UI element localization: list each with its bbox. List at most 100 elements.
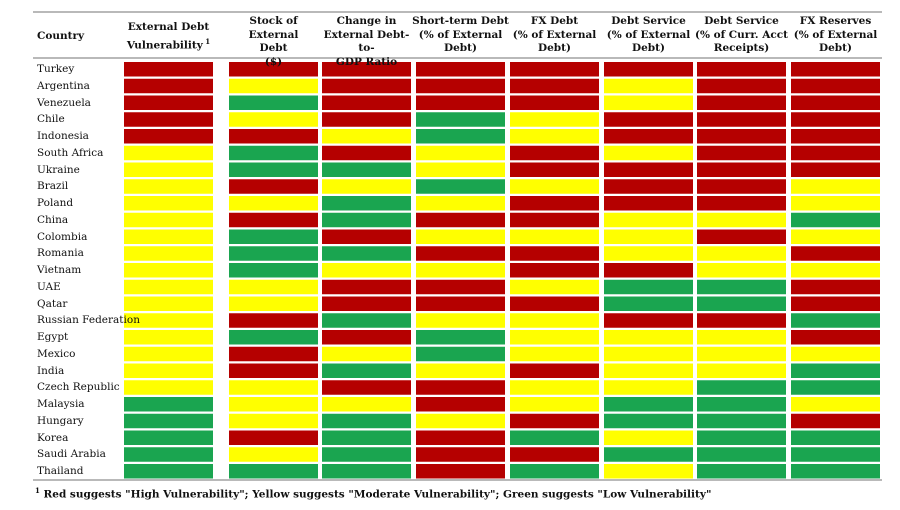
column-header: Stock of External Debt ($) [223,15,324,69]
heatmap-cell [124,397,213,412]
heatmap-cell [229,430,318,445]
heatmap-cell [604,313,693,328]
row-label: Russian Federation [37,314,140,327]
heatmap-cell [229,212,318,228]
heatmap-cell [510,162,599,177]
row-label: Egypt [37,331,69,343]
heatmap-cell [791,129,880,144]
heatmap-cell [322,95,411,110]
heatmap-cell [604,330,693,345]
heatmap-cell [322,162,411,177]
column-header-label: FX Debt (% of External Debt) [512,15,597,54]
heatmap-cell [322,430,411,445]
heatmap-cell [322,196,411,211]
row-label: Argentina [37,79,90,92]
column-header: Short-term Debt (% of External Debt) [410,15,511,56]
heatmap-cell [697,246,786,261]
heatmap-cell [697,229,786,244]
heatmap-cell [604,464,693,479]
heatmap-cell [510,363,599,378]
row-label: Czech Republic [37,381,120,394]
heatmap-cell [697,129,786,144]
heatmap-cell [416,380,505,395]
heatmap-cell [791,413,880,429]
heatmap-cell [124,330,213,345]
heatmap-cell [791,95,880,110]
heatmap-cell [791,246,880,261]
column-header: FX Reserves (% of External Debt) [785,15,886,56]
heatmap-cell [416,430,505,445]
heatmap-cell [604,430,693,445]
column-header-label: FX Reserves (% of External Debt) [793,15,878,54]
heatmap-cell [124,129,213,144]
heatmap-cell [604,179,693,194]
heatmap-cell [697,212,786,228]
heatmap-cell [322,447,411,462]
heatmap-cell [124,430,213,445]
heatmap-cell [697,464,786,479]
heatmap-cell [604,413,693,429]
heatmap-cell [697,62,786,77]
row-label: Turkey [37,63,75,75]
heatmap-cell [791,112,880,127]
heatmap-cell [604,229,693,244]
heatmap-cell [604,346,693,362]
column-header: Debt Service (% of External Debt) [598,15,699,56]
heatmap-cell [416,279,505,295]
heatmap-cell [124,363,213,378]
column-header-label: Change in External Debt-to- GDP Ratio [323,15,410,68]
heatmap-cell [416,129,505,144]
heatmap-cell [604,162,693,177]
heatmap-cell [229,263,318,278]
heatmap-cell [697,413,786,429]
heatmap-cell [510,212,599,228]
heatmap-cell [416,95,505,110]
heatmap-cell [604,263,693,278]
heatmap-cell [124,246,213,261]
heatmap-cell [510,447,599,462]
heatmap-cell [229,145,318,161]
heatmap-cell [322,330,411,345]
heatmap-cell [791,229,880,244]
heatmap-cell [416,62,505,77]
footnote: 1 Red suggests "High Vulnerability"; Yel… [35,486,711,501]
heatmap-cell [791,279,880,295]
heatmap-cell [416,413,505,429]
heatmap-cell [791,145,880,161]
heatmap-cell [697,145,786,161]
heatmap-cell [229,162,318,177]
heatmap-cell [124,145,213,161]
heatmap-cell [124,196,213,211]
heatmap-cell [124,380,213,395]
heatmap-cell [791,363,880,378]
heatmap-cell [124,95,213,110]
column-header-label: External Debt Vulnerability [126,21,210,51]
heatmap-cell [510,397,599,412]
heatmap-cell [229,179,318,194]
heatmap-cell [229,313,318,328]
heatmap-cell [322,380,411,395]
column-header: Debt Service (% of Curr. Acct Receipts) [691,15,792,56]
heatmap-cell [510,296,599,311]
heatmap-cell [510,464,599,479]
heatmap-cell [124,229,213,244]
column-header-label: Stock of External Debt ($) [248,15,299,68]
heatmap-cell [124,112,213,127]
heatmap-cell [510,413,599,429]
heatmap-cell [510,263,599,278]
heatmap-cell [124,464,213,479]
row-label: Thailand [37,465,84,477]
heatmap-cell [416,447,505,462]
row-label: Malaysia [37,398,85,410]
row-label: Colombia [37,230,88,243]
heatmap-cell [697,296,786,311]
heatmap-cell [697,78,786,94]
heatmap-cell [697,95,786,110]
heatmap-cell [604,380,693,395]
heatmap-cell [604,62,693,77]
heatmap-cell [604,246,693,261]
heatmap-cell [416,229,505,244]
row-label: Poland [37,197,74,209]
heatmap-cell [697,380,786,395]
heatmap-cell [791,464,880,479]
